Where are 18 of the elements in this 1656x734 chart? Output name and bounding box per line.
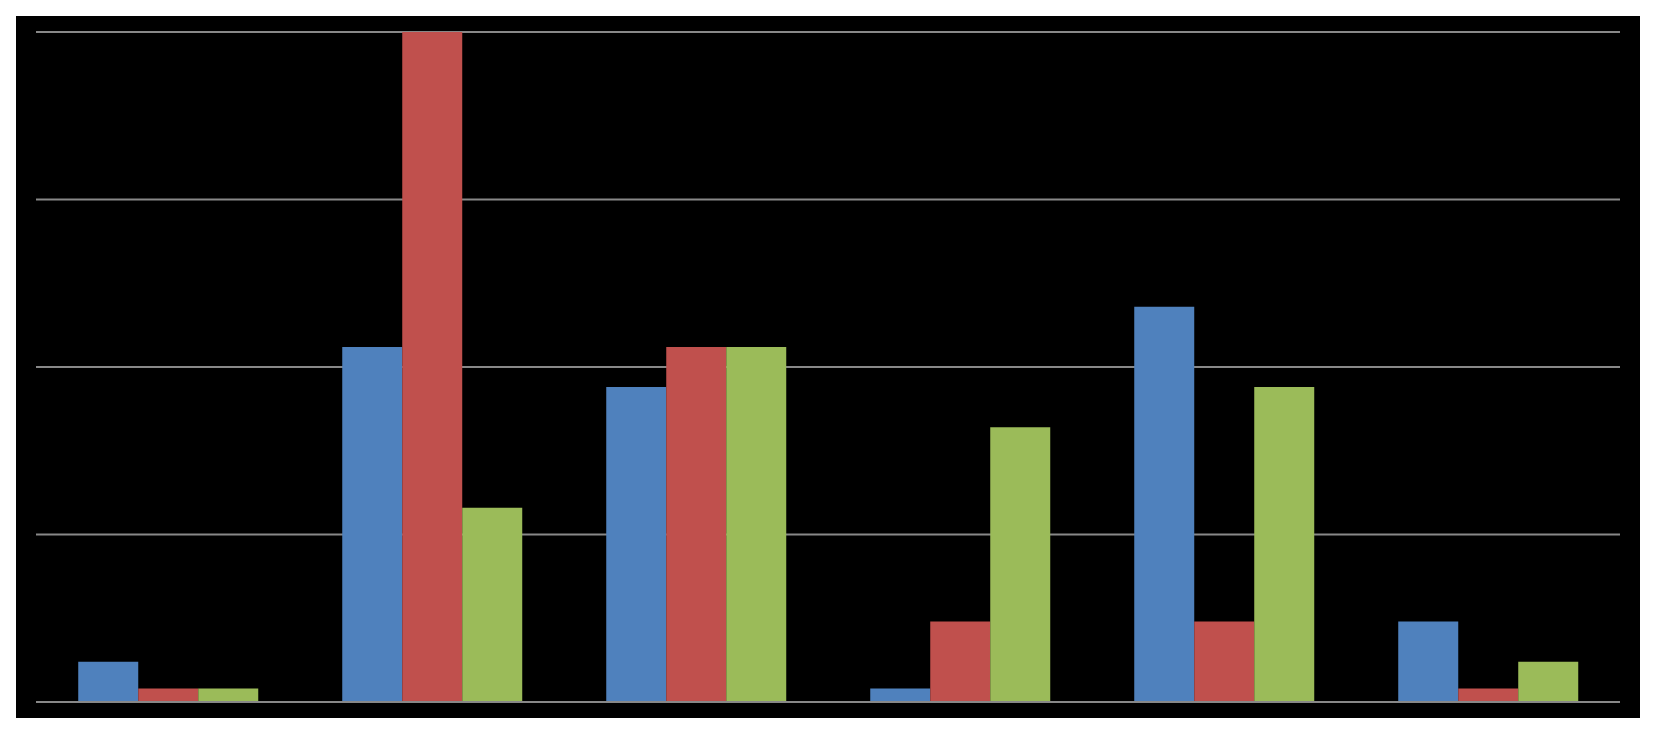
bar — [462, 507, 523, 702]
bar — [1254, 387, 1315, 702]
bar — [726, 346, 787, 702]
bar — [870, 688, 931, 702]
bar — [666, 346, 727, 702]
bar — [402, 32, 463, 702]
bar — [990, 427, 1051, 702]
bar — [1398, 621, 1459, 702]
bar — [138, 688, 199, 702]
bar — [1518, 661, 1579, 702]
bar — [78, 661, 139, 702]
bar — [1194, 621, 1255, 702]
bar — [1458, 688, 1519, 702]
bar — [1134, 306, 1195, 702]
bar — [930, 621, 991, 702]
bar — [606, 387, 667, 702]
bar — [198, 688, 259, 702]
bar — [342, 346, 403, 702]
